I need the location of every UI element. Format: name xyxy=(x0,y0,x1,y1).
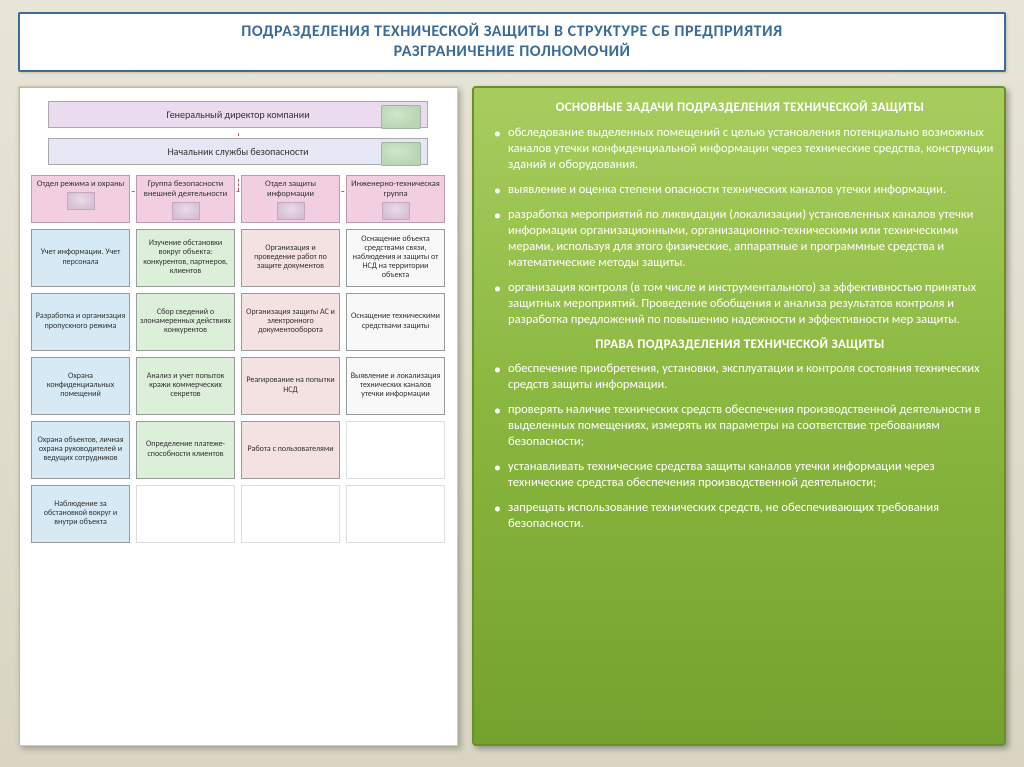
head-image-icon xyxy=(381,142,421,166)
connector-line xyxy=(238,179,239,191)
function-text: Учет информации. Учет персонала xyxy=(35,248,126,266)
function-text: Охрана конфиденциальных помещений xyxy=(35,372,126,400)
function-text: Оснащение объекта средствами связи, набл… xyxy=(350,235,441,281)
empty-cell xyxy=(346,485,445,543)
function-cell: Учет информации. Учет персонала xyxy=(31,229,130,287)
dept-image-icon xyxy=(277,202,305,220)
tasks-item-text: разработка мероприятий по ликвидации (ло… xyxy=(508,207,973,270)
org-top-label: Генеральный директор компании xyxy=(166,108,309,121)
tasks-item: выявление и оценка степени опасности тех… xyxy=(494,182,996,198)
director-image-icon xyxy=(381,105,421,129)
dept-image-icon xyxy=(382,202,410,220)
title-line-1: ПОДРАЗДЕЛЕНИЯ ТЕХНИЧЕСКОЙ ЗАЩИТЫ В СТРУК… xyxy=(40,22,984,42)
dept-image-icon xyxy=(172,202,200,220)
rights-item-text: устанавливать технические средства защит… xyxy=(508,459,935,490)
tasks-item: обследование выделенных помещений с цель… xyxy=(494,125,996,173)
dept-label: Инженерно-техническая группа xyxy=(351,179,440,199)
title-line-2: РАЗГРАНИЧЕНИЕ ПОЛНОМОЧИЙ xyxy=(40,42,984,62)
org-chart-panel: Генеральный директор компании Начальник … xyxy=(18,86,458,746)
dept-box: Отдел защиты информации xyxy=(241,175,340,223)
tasks-item-text: обследование выделенных помещений с цель… xyxy=(508,125,993,172)
tasks-list: обследование выделенных помещений с цель… xyxy=(484,125,996,328)
function-cell: Наблюдение за обстановкой вокруг и внутр… xyxy=(31,485,130,543)
dept-box: Отдел режима и охраны xyxy=(31,175,130,223)
functions-grid: Учет информации. Учет персонала Изучение … xyxy=(31,229,445,543)
function-text: Работа с пользователями xyxy=(247,445,333,454)
org-head-label: Начальник службы безопасности xyxy=(167,145,308,158)
empty-cell xyxy=(136,485,235,543)
rights-item: обеспечение приобретения, установки, экс… xyxy=(494,361,996,393)
function-text: Охрана объектов, личная охрана руководит… xyxy=(35,436,126,464)
function-text: Организация и проведение работ по защите… xyxy=(245,244,336,272)
dept-label: Отдел режима и охраны xyxy=(37,179,125,189)
function-text: Оснащение техническими средствами защиты xyxy=(350,312,441,330)
function-text: Определение платеже-способности клиентов xyxy=(140,440,231,458)
function-cell: Оснащение техническими средствами защиты xyxy=(346,293,445,351)
rights-list: обеспечение приобретения, установки, экс… xyxy=(484,361,996,532)
rights-item-text: проверять наличие технических средств об… xyxy=(508,402,980,449)
function-text: Реагирование на попытки НСД xyxy=(245,376,336,394)
function-cell: Разработка и организация пропускного реж… xyxy=(31,293,130,351)
dept-image-icon xyxy=(67,192,95,210)
rights-item: проверять наличие технических средств об… xyxy=(494,402,996,450)
org-top-box: Генеральный директор компании xyxy=(48,101,428,128)
function-text: Разработка и организация пропускного реж… xyxy=(35,312,126,330)
function-cell: Работа с пользователями xyxy=(241,421,340,479)
function-cell: Выявление и локализация технических кана… xyxy=(346,357,445,415)
function-cell: Охрана объектов, личная охрана руководит… xyxy=(31,421,130,479)
function-text: Изучение обстановки вокруг объекта: конк… xyxy=(140,239,231,276)
tasks-item: разработка мероприятий по ликвидации (ло… xyxy=(494,207,996,271)
function-cell: Оснащение объекта средствами связи, набл… xyxy=(346,229,445,287)
function-cell: Организация и проведение работ по защите… xyxy=(241,229,340,287)
dept-box: Инженерно-техническая группа xyxy=(346,175,445,223)
org-head-row: Начальник службы безопасности xyxy=(31,138,445,165)
tasks-rights-panel: ОСНОВНЫЕ ЗАДАЧИ ПОДРАЗДЕЛЕНИЯ ТЕХНИЧЕСКО… xyxy=(472,86,1006,746)
tasks-heading: ОСНОВНЫЕ ЗАДАЧИ ПОДРАЗДЕЛЕНИЯ ТЕХНИЧЕСКО… xyxy=(484,100,996,117)
function-cell: Организация защиты АС и электронного док… xyxy=(241,293,340,351)
function-text: Сбор сведений о злонамеренных действиях … xyxy=(140,308,231,336)
function-cell: Определение платеже-способности клиентов xyxy=(136,421,235,479)
function-cell: Сбор сведений о злонамеренных действиях … xyxy=(136,293,235,351)
function-cell: Изучение обстановки вокруг объекта: конк… xyxy=(136,229,235,287)
rights-item-text: обеспечение приобретения, установки, экс… xyxy=(508,361,980,392)
empty-cell xyxy=(346,421,445,479)
org-head-box: Начальник службы безопасности xyxy=(48,138,428,165)
dept-label: Отдел защиты информации xyxy=(265,179,316,199)
rights-item: устанавливать технические средства защит… xyxy=(494,459,996,491)
page-root: ПОДРАЗДЕЛЕНИЯ ТЕХНИЧЕСКОЙ ЗАЩИТЫ В СТРУК… xyxy=(0,0,1024,767)
empty-cell xyxy=(241,485,340,543)
rights-heading: ПРАВА ПОДРАЗДЕЛЕНИЯ ТЕХНИЧЕСКОЙ ЗАЩИТЫ xyxy=(484,337,996,354)
function-text: Выявление и локализация технических кана… xyxy=(350,372,441,400)
tasks-item-text: выявление и оценка степени опасности тех… xyxy=(508,182,946,197)
function-text: Анализ и учет попыток кражи коммерческих… xyxy=(140,372,231,400)
function-cell: Реагирование на попытки НСД xyxy=(241,357,340,415)
dept-box: Группа безопасности внешней деятельности xyxy=(136,175,235,223)
tasks-item: организация контроля (в том числе и инст… xyxy=(494,280,996,328)
tasks-item-text: организация контроля (в том числе и инст… xyxy=(508,280,976,327)
rights-item-text: запрещать использование технических сред… xyxy=(508,500,939,531)
dept-label: Группа безопасности внешней деятельности xyxy=(144,179,227,199)
page-title: ПОДРАЗДЕЛЕНИЯ ТЕХНИЧЕСКОЙ ЗАЩИТЫ В СТРУК… xyxy=(18,12,1006,72)
function-cell: Анализ и учет попыток кражи коммерческих… xyxy=(136,357,235,415)
function-text: Наблюдение за обстановкой вокруг и внутр… xyxy=(35,500,126,528)
rights-item: запрещать использование технических сред… xyxy=(494,500,996,532)
function-text: Организация защиты АС и электронного док… xyxy=(245,308,336,336)
columns: Генеральный директор компании Начальник … xyxy=(18,86,1006,746)
function-cell: Охрана конфиденциальных помещений xyxy=(31,357,130,415)
org-top-row: Генеральный директор компании xyxy=(31,101,445,128)
